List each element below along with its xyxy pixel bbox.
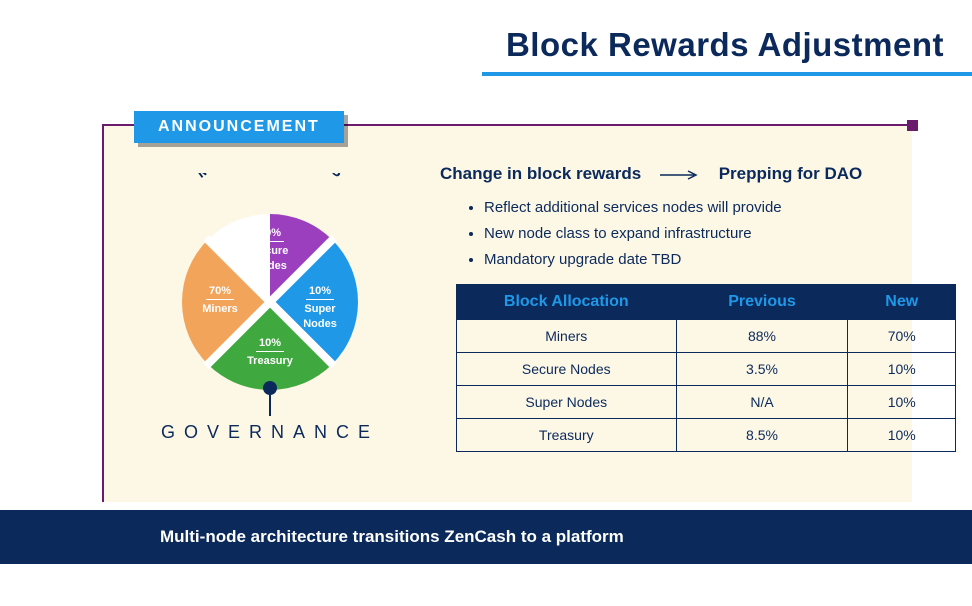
table-cell: N/A <box>676 385 848 418</box>
title-underline <box>482 72 972 76</box>
bullet-item: Mandatory upgrade date TBD <box>484 251 970 268</box>
table-cell: 88% <box>676 319 848 352</box>
bullet-item: New node class to expand infrastructure <box>484 225 970 242</box>
table-cell: Miners <box>457 319 677 352</box>
table-cell: 8.5% <box>676 418 848 451</box>
table-cell: Super Nodes <box>457 385 677 418</box>
arc-label-svg: MINING REWARDS <box>126 173 414 205</box>
box-corner-dot <box>907 120 918 131</box>
arc-label: MINING REWARDS <box>193 173 346 182</box>
table-row: Miners88%70% <box>457 319 956 352</box>
content-box: ANNOUNCEMENT MINING REWARDS 10%SecureNod… <box>102 124 912 502</box>
right-column: Change in block rewards Prepping for DAO… <box>440 164 970 452</box>
table-cell: 10% <box>848 418 956 451</box>
table-row: Treasury8.5%10% <box>457 418 956 451</box>
governance-label: GOVERNANCE <box>126 422 414 443</box>
footer-text: Multi-node architecture transitions ZenC… <box>160 527 624 547</box>
pie-slice-label: 10%SuperNodes <box>290 284 350 331</box>
page-title: Block Rewards Adjustment <box>506 26 944 64</box>
table-cell: Secure Nodes <box>457 352 677 385</box>
announcement-badge: ANNOUNCEMENT <box>134 111 344 143</box>
header-left: Change in block rewards <box>440 164 641 183</box>
header-right: Prepping for DAO <box>719 164 863 183</box>
table-cell: 3.5% <box>676 352 848 385</box>
pie-section: MINING REWARDS 10%SecureNodes 10%SuperNod… <box>126 173 414 443</box>
header-line: Change in block rewards Prepping for DAO <box>440 164 970 185</box>
table-row: Secure Nodes3.5%10% <box>457 352 956 385</box>
arrow-icon <box>660 165 700 185</box>
table-cell: 10% <box>848 352 956 385</box>
pie-chart: 10%SecureNodes 10%SuperNodes 10%Treasury 70… <box>182 214 358 390</box>
table-header: Block Allocation <box>457 284 677 319</box>
table-cell: 70% <box>848 319 956 352</box>
pie-slice-label: 10%SecureNodes <box>240 226 300 273</box>
table-header: Previous <box>676 284 848 319</box>
bullet-item: Reflect additional services nodes will p… <box>484 199 970 216</box>
bullet-list: Reflect additional services nodes will p… <box>484 199 970 268</box>
pie-slice-label: 10%Treasury <box>240 336 300 369</box>
table-cell: 10% <box>848 385 956 418</box>
allocation-table: Block AllocationPreviousNewMiners88%70%S… <box>456 284 956 452</box>
gov-connector <box>269 388 271 416</box>
table-row: Super NodesN/A10% <box>457 385 956 418</box>
footer-bar: Multi-node architecture transitions ZenC… <box>0 510 972 564</box>
pie-slice-label: 70%Miners <box>190 284 250 317</box>
table-cell: Treasury <box>457 418 677 451</box>
table-header: New <box>848 284 956 319</box>
